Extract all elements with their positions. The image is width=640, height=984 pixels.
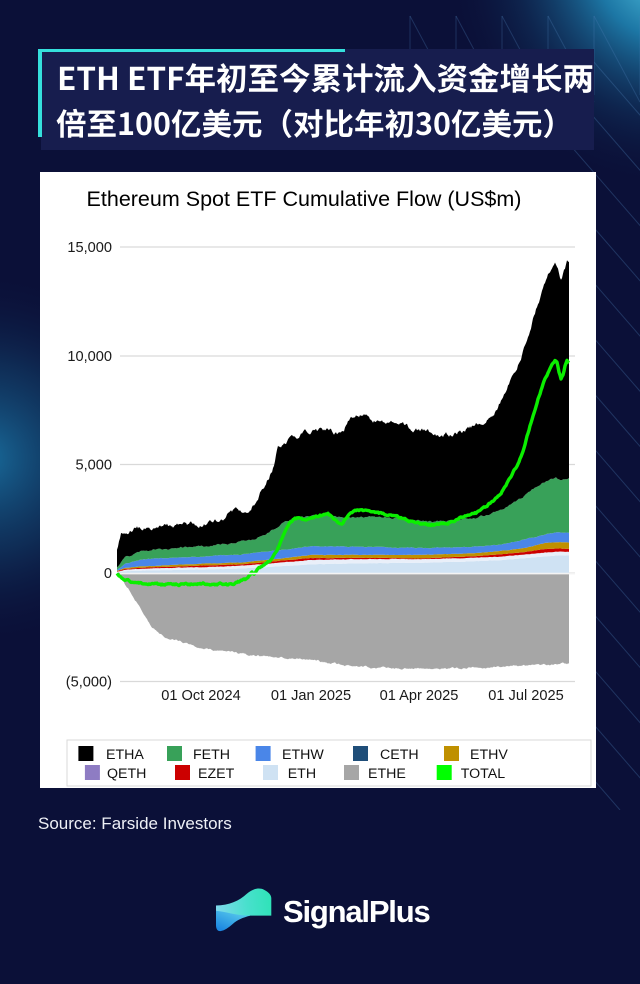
svg-text:ETH: ETH [288,766,316,782]
svg-text:10,000: 10,000 [67,349,112,365]
svg-text:01 Jul 2025: 01 Jul 2025 [488,688,563,704]
svg-text:5,000: 5,000 [75,458,112,474]
svg-text:0: 0 [104,566,112,582]
svg-text:ETHA: ETHA [106,747,144,763]
svg-text:SignalPlus: SignalPlus [283,894,429,929]
svg-text:EZET: EZET [198,766,235,782]
svg-text:(5,000): (5,000) [66,675,112,691]
svg-text:TOTAL: TOTAL [461,766,506,782]
svg-text:ETHE: ETHE [368,766,406,782]
svg-text:Ethereum Spot ETF Cumulative F: Ethereum Spot ETF Cumulative Flow (US$m) [87,187,522,211]
svg-text:01 Jan 2025: 01 Jan 2025 [271,688,351,704]
svg-text:CETH: CETH [380,747,419,763]
svg-text:FETH: FETH [193,747,230,763]
svg-text:01 Apr 2025: 01 Apr 2025 [380,688,459,704]
svg-text:ETHW: ETHW [282,747,324,763]
svg-text:15,000: 15,000 [67,240,112,256]
svg-text:01 Oct 2024: 01 Oct 2024 [161,688,241,704]
svg-text:ETHV: ETHV [470,747,508,763]
svg-text:QETH: QETH [107,766,146,782]
